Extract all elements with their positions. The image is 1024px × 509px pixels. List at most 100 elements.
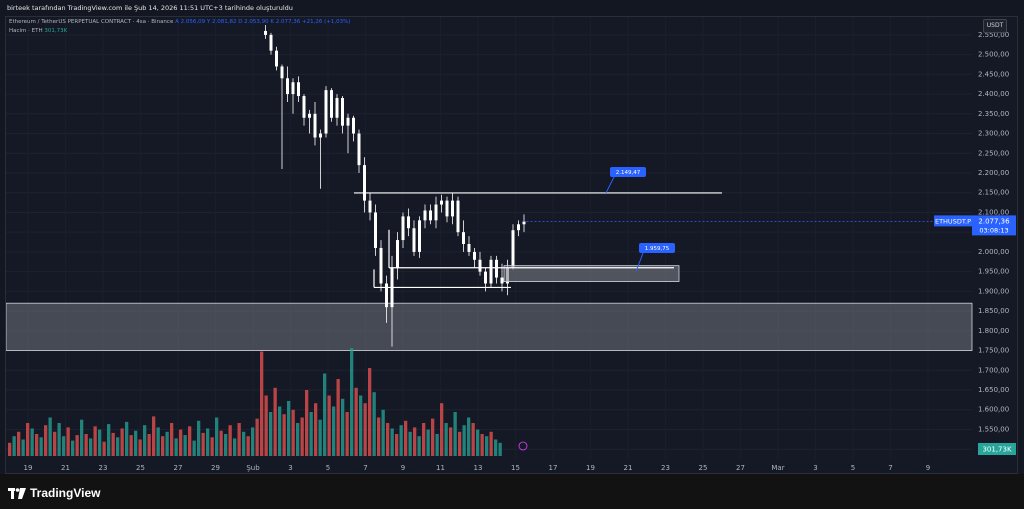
candle-body	[511, 230, 515, 268]
volume-bar	[422, 423, 426, 456]
candle-body	[484, 271, 487, 284]
volume-bar	[224, 434, 228, 456]
volume-bar	[327, 395, 331, 456]
y-tick-label: 1.900,00	[978, 287, 1009, 295]
volume-bar	[390, 428, 394, 456]
candle-body	[522, 221, 526, 225]
x-tick-label: 23	[99, 464, 108, 472]
volume-tag-value: 301,73K	[982, 446, 1011, 454]
x-tick-label: 5	[326, 464, 330, 472]
volume-bar	[242, 431, 246, 456]
volume-bar	[354, 387, 358, 456]
volume-bar	[12, 436, 16, 456]
volume-bar	[408, 431, 412, 456]
volume-bar	[318, 419, 322, 456]
volume-bar	[161, 436, 165, 456]
volume-bar	[228, 425, 232, 456]
x-tick-label: 29	[211, 464, 220, 472]
price-chart[interactable]: 1.500,001.550,001.600,001.650,001.700,00…	[6, 17, 1017, 473]
y-tick-label: 1.850,00	[978, 307, 1009, 315]
candle-body	[401, 216, 405, 241]
volume-bar	[26, 423, 30, 456]
y-tick-label: 2.250,00	[978, 149, 1009, 157]
volume-bar	[147, 434, 151, 456]
volume-bar	[48, 417, 52, 456]
volume-bar	[246, 436, 250, 456]
candle-body	[291, 82, 295, 95]
volume-bar	[462, 425, 466, 456]
volume-bar	[269, 412, 273, 456]
y-tick-label: 1.550,00	[978, 425, 1009, 433]
x-tick-label: 25	[136, 464, 145, 472]
volume-bar	[458, 431, 462, 456]
callout-2149-pointer	[605, 176, 615, 194]
legend-symbol: Ethereum / TetherUS PERPETUAL CONTRACT ·…	[9, 19, 174, 25]
candle-body	[500, 277, 504, 284]
x-tick-label: 25	[699, 464, 708, 472]
candle-body	[456, 200, 460, 233]
volume-bar	[102, 441, 106, 456]
volume-bar	[404, 420, 408, 456]
candle-body	[280, 66, 284, 79]
candle-body	[467, 244, 471, 252]
volume-bar	[278, 406, 282, 456]
x-tick-label: 7	[363, 464, 367, 472]
volume-bar	[138, 439, 142, 456]
candle-body	[423, 210, 427, 221]
volume-bar	[30, 428, 34, 456]
candle-body	[346, 117, 350, 126]
tradingview-logo-icon	[8, 487, 26, 499]
volume-bar	[219, 430, 223, 456]
volume-bar	[66, 427, 70, 456]
legend-volume-value: 301,73K	[44, 28, 68, 34]
x-tick-label: Mar	[771, 464, 784, 472]
volume-bar	[98, 429, 102, 456]
volume-bar	[435, 434, 439, 456]
volume-bar	[291, 409, 295, 456]
candle-body	[264, 30, 267, 35]
volume-bar	[134, 430, 138, 456]
candle-body	[319, 133, 322, 138]
candle-body	[440, 200, 443, 205]
volume-bar	[21, 439, 25, 456]
volume-bar	[489, 431, 493, 456]
volume-bar	[35, 434, 39, 456]
y-tick-label: 1.600,00	[978, 406, 1009, 414]
currency-button[interactable]: USDT	[983, 19, 1007, 33]
x-tick-label: 15	[511, 464, 520, 472]
volume-bar	[251, 427, 255, 456]
volume-bar	[476, 429, 480, 456]
volume-bar	[377, 417, 381, 456]
candle-body	[308, 113, 311, 118]
volume-bar	[255, 418, 259, 456]
volume-bar	[183, 435, 187, 456]
volume-bar	[165, 431, 169, 456]
price-tag-value: 2.077,36	[978, 217, 1010, 225]
candle-body	[324, 90, 328, 134]
x-tick-label: 9	[926, 464, 930, 472]
candle-body	[517, 224, 520, 231]
y-tick-label: 1.750,00	[978, 347, 1009, 355]
x-tick-label: 21	[624, 464, 633, 472]
x-tick-label: 21	[61, 464, 70, 472]
volume-bar	[17, 431, 21, 456]
x-tick-label: 11	[436, 464, 445, 472]
tradingview-logo[interactable]: TradingView	[8, 486, 100, 500]
volume-bar	[264, 395, 268, 456]
symbol-tag	[934, 215, 972, 227]
x-tick-label: 3	[813, 464, 817, 472]
volume-bar	[39, 437, 43, 456]
candle-body	[478, 259, 482, 272]
candle-body	[335, 98, 339, 118]
volume-bar	[84, 434, 88, 456]
y-tick-label: 2.100,00	[978, 208, 1009, 216]
y-tick-label: 2.150,00	[978, 189, 1009, 197]
volume-bar	[174, 438, 178, 456]
volume-bar	[80, 419, 84, 456]
chart-area[interactable]: 1.500,001.550,001.600,001.650,001.700,00…	[5, 16, 1018, 474]
candle-body	[275, 50, 278, 67]
volume-bar	[215, 417, 219, 456]
volume-bar	[62, 436, 66, 456]
volume-bar	[494, 439, 498, 456]
volume-bar	[192, 440, 196, 456]
